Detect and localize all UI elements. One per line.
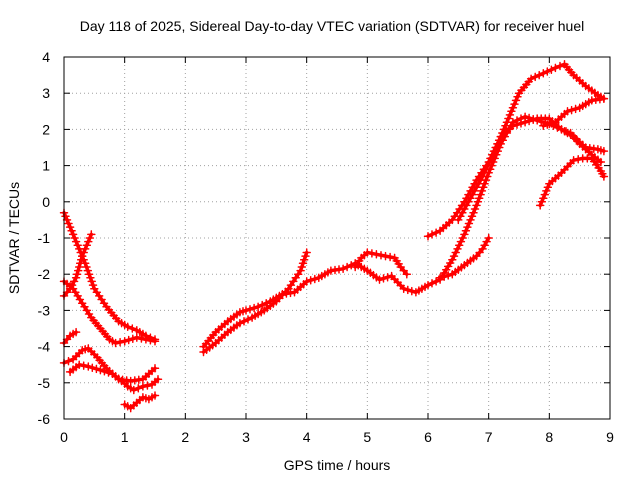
series-s10 — [350, 248, 412, 279]
series-markers — [539, 94, 609, 131]
y-tick-label: 3 — [42, 85, 50, 101]
series-s15 — [435, 233, 493, 283]
x-tick-label: 6 — [424, 429, 432, 445]
series-markers — [65, 360, 163, 395]
series-s11 — [423, 114, 609, 241]
series-markers — [454, 59, 609, 225]
series-markers — [59, 327, 81, 348]
y-tick-label: 1 — [42, 158, 50, 174]
x-tick-labels: 0 1 2 3 4 5 6 7 8 9 — [60, 429, 614, 445]
series-s9 — [199, 248, 311, 357]
series-markers — [535, 154, 609, 210]
data-series — [59, 59, 609, 413]
y-tick-label: 4 — [42, 49, 50, 65]
x-tick-label: 4 — [303, 429, 311, 445]
series-s7 — [120, 391, 160, 413]
y-tick-label: 2 — [42, 121, 50, 137]
y-tick-label: -1 — [38, 230, 51, 246]
series-markers — [120, 391, 160, 413]
chart-title: Day 118 of 2025, Sidereal Day-to-day VTE… — [80, 18, 584, 34]
y-tick-label: -5 — [38, 375, 51, 391]
series-markers — [423, 114, 609, 241]
y-tick-labels: -6 -5 -4 -3 -2 -1 0 1 2 3 4 — [38, 49, 51, 427]
series-s6 — [65, 360, 163, 395]
y-tick-label: -6 — [38, 411, 51, 427]
x-axis-label: GPS time / hours — [284, 457, 391, 473]
series-markers — [435, 233, 493, 283]
x-tick-label: 2 — [181, 429, 189, 445]
axis-ticks — [63, 56, 611, 420]
series-s1 — [59, 208, 160, 344]
series-s4 — [59, 327, 81, 348]
series-line — [438, 236, 491, 280]
series-s14 — [539, 94, 609, 131]
x-tick-label: 8 — [545, 429, 553, 445]
x-tick-label: 9 — [606, 429, 614, 445]
y-tick-label: -2 — [38, 266, 51, 282]
x-tick-label: 1 — [121, 429, 129, 445]
x-tick-label: 0 — [60, 429, 68, 445]
y-tick-label: -3 — [38, 302, 51, 318]
series-s12 — [454, 59, 609, 225]
x-tick-label: 3 — [242, 429, 250, 445]
series-s13 — [535, 154, 609, 210]
y-axis-label: SDTVAR / TECUs — [6, 182, 22, 294]
series-markers — [350, 248, 412, 279]
y-tick-label: 0 — [42, 194, 50, 210]
y-tick-label: -4 — [38, 339, 51, 355]
series-markers — [199, 248, 311, 357]
x-tick-label: 5 — [363, 429, 371, 445]
grid-lines — [64, 57, 610, 419]
x-tick-label: 7 — [485, 429, 493, 445]
